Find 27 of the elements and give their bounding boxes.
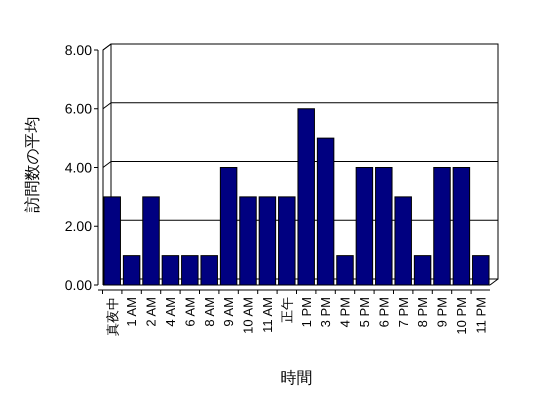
y-tick-label: 2.00 — [64, 218, 92, 234]
x-axis-title: 時間 — [280, 369, 312, 387]
x-tick-label: 8 PM — [415, 297, 430, 328]
x-tick-label: 6 PM — [376, 297, 392, 328]
y-axis-title: 訪問数の平均 — [24, 116, 42, 212]
x-tick-label: 3 PM — [318, 297, 334, 328]
x-tick-label: 11 PM — [473, 297, 488, 334]
x-tick-label: 6 AM — [182, 297, 198, 327]
x-tick-label: 1 AM — [124, 297, 140, 327]
y-tick-label: 8.00 — [64, 42, 92, 58]
x-tick-label: 正午 — [279, 297, 294, 323]
x-tick-label: 10 AM — [240, 297, 256, 334]
x-tick-label: 5 PM — [356, 297, 372, 328]
x-tick-label: 7 PM — [396, 297, 411, 328]
y-tick-label: 0.00 — [64, 276, 92, 293]
x-tick-label: 1 PM — [298, 297, 314, 328]
y-tick-label: 4.00 — [64, 159, 92, 176]
x-tick-label: 10 PM — [454, 297, 469, 335]
y-tick-label: 6.00 — [64, 100, 92, 117]
x-tick-label: 真夜中 — [104, 297, 120, 336]
x-tick-label: 2 AM — [144, 297, 159, 327]
x-tick-label: 4 AM — [162, 297, 178, 327]
x-tick-label: 9 PM — [434, 297, 450, 328]
x-tick-label: 9 AM — [221, 297, 236, 327]
x-tick-label: 11 AM — [260, 297, 275, 333]
x-tick-label: 4 PM — [338, 297, 353, 328]
x-tick-label: 8 AM — [202, 297, 217, 327]
